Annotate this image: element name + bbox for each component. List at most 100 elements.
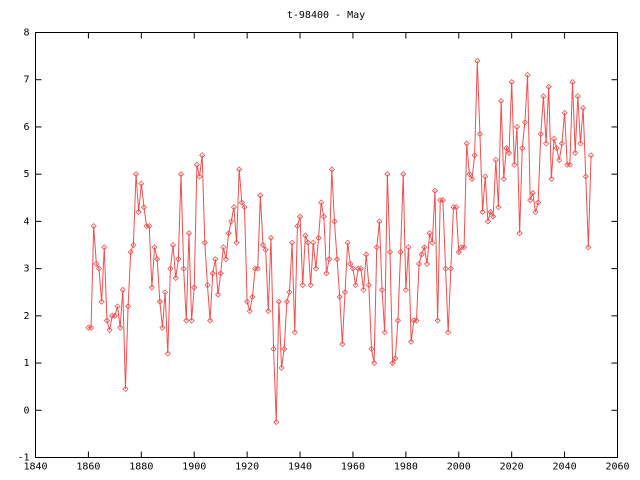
point-marker <box>558 140 566 147</box>
point-marker <box>101 244 108 251</box>
point-marker <box>463 140 470 147</box>
point-marker <box>587 152 595 159</box>
point-marker <box>201 239 208 246</box>
point-marker <box>146 223 153 230</box>
point-marker <box>418 251 425 258</box>
point-marker <box>294 223 301 230</box>
point-marker <box>569 79 576 86</box>
point-marker <box>323 270 330 277</box>
point-marker <box>545 83 552 90</box>
point-marker <box>204 282 211 289</box>
point-marker <box>566 161 573 168</box>
point-marker <box>498 97 505 105</box>
point-marker <box>291 329 298 336</box>
x-tick-label: 1940 <box>288 462 312 473</box>
point-marker <box>474 57 481 64</box>
point-marker <box>389 359 396 367</box>
point-marker <box>162 289 169 296</box>
y-tick-label: 0 <box>23 405 29 416</box>
point-marker <box>252 265 259 272</box>
point-marker <box>363 251 370 258</box>
point-marker <box>267 234 275 241</box>
y-tick-label: 1 <box>23 358 29 369</box>
y-tick-label: 2 <box>23 311 29 322</box>
point-marker <box>175 256 182 263</box>
x-tick-label: 2000 <box>447 462 471 473</box>
point-marker <box>214 291 222 298</box>
point-marker <box>138 180 145 187</box>
point-marker <box>249 293 256 301</box>
point-marker <box>307 282 314 289</box>
point-marker <box>230 204 237 211</box>
y-tick-label: -1 <box>17 453 29 464</box>
point-marker <box>492 156 499 164</box>
point-marker <box>119 286 126 293</box>
series-line <box>88 60 592 423</box>
point-marker <box>169 241 177 249</box>
point-marker <box>183 317 190 324</box>
point-marker <box>368 345 375 352</box>
point-marker <box>246 308 253 315</box>
y-tick-label: 3 <box>23 264 29 275</box>
point-marker <box>357 265 364 272</box>
point-marker <box>537 130 544 138</box>
point-marker <box>508 79 515 86</box>
point-marker <box>299 282 306 289</box>
point-marker <box>445 329 452 336</box>
point-marker <box>114 303 121 310</box>
point-marker <box>460 244 468 251</box>
point-marker <box>257 192 264 199</box>
point-marker <box>228 218 235 225</box>
point-marker <box>278 364 285 371</box>
point-marker <box>505 149 513 156</box>
point-marker <box>167 265 174 272</box>
point-marker <box>164 350 171 357</box>
point-marker <box>347 260 354 267</box>
point-marker <box>265 308 272 315</box>
point-marker <box>378 286 386 293</box>
point-marker <box>220 244 227 251</box>
point-marker <box>320 213 327 220</box>
point-marker <box>580 104 587 112</box>
point-marker <box>312 265 319 272</box>
point-marker <box>564 161 571 168</box>
point-marker <box>233 239 240 246</box>
point-marker <box>236 166 243 173</box>
point-marker <box>500 175 507 182</box>
x-tick-label: 1840 <box>23 462 47 473</box>
point-marker <box>225 230 232 237</box>
point-marker <box>344 239 351 246</box>
point-marker <box>334 256 341 263</box>
y-tick-label: 8 <box>23 28 29 39</box>
point-marker <box>572 149 579 156</box>
point-marker <box>349 265 357 272</box>
point-marker <box>521 119 528 126</box>
point-marker <box>394 317 401 324</box>
point-marker <box>376 218 383 225</box>
y-tick-label: 4 <box>23 216 29 227</box>
point-marker <box>574 93 581 100</box>
point-marker <box>87 324 95 331</box>
point-marker <box>466 171 473 178</box>
point-marker <box>98 298 105 305</box>
point-marker <box>402 286 409 293</box>
point-marker <box>328 166 335 173</box>
point-marker <box>212 256 219 263</box>
point-marker <box>556 156 563 164</box>
point-marker <box>503 145 510 152</box>
point-marker <box>455 249 462 256</box>
point-marker <box>513 123 521 131</box>
point-marker <box>125 303 132 310</box>
point-marker <box>95 265 103 272</box>
point-marker <box>543 140 550 147</box>
point-marker <box>365 282 372 289</box>
point-marker <box>355 265 362 272</box>
point-marker <box>109 312 116 319</box>
x-tick-label: 1960 <box>341 462 365 473</box>
point-marker <box>416 260 423 267</box>
point-marker <box>577 140 584 147</box>
point-marker <box>154 256 161 263</box>
point-marker <box>318 199 325 206</box>
x-tick-label: 1880 <box>129 462 153 473</box>
point-marker <box>442 265 449 272</box>
